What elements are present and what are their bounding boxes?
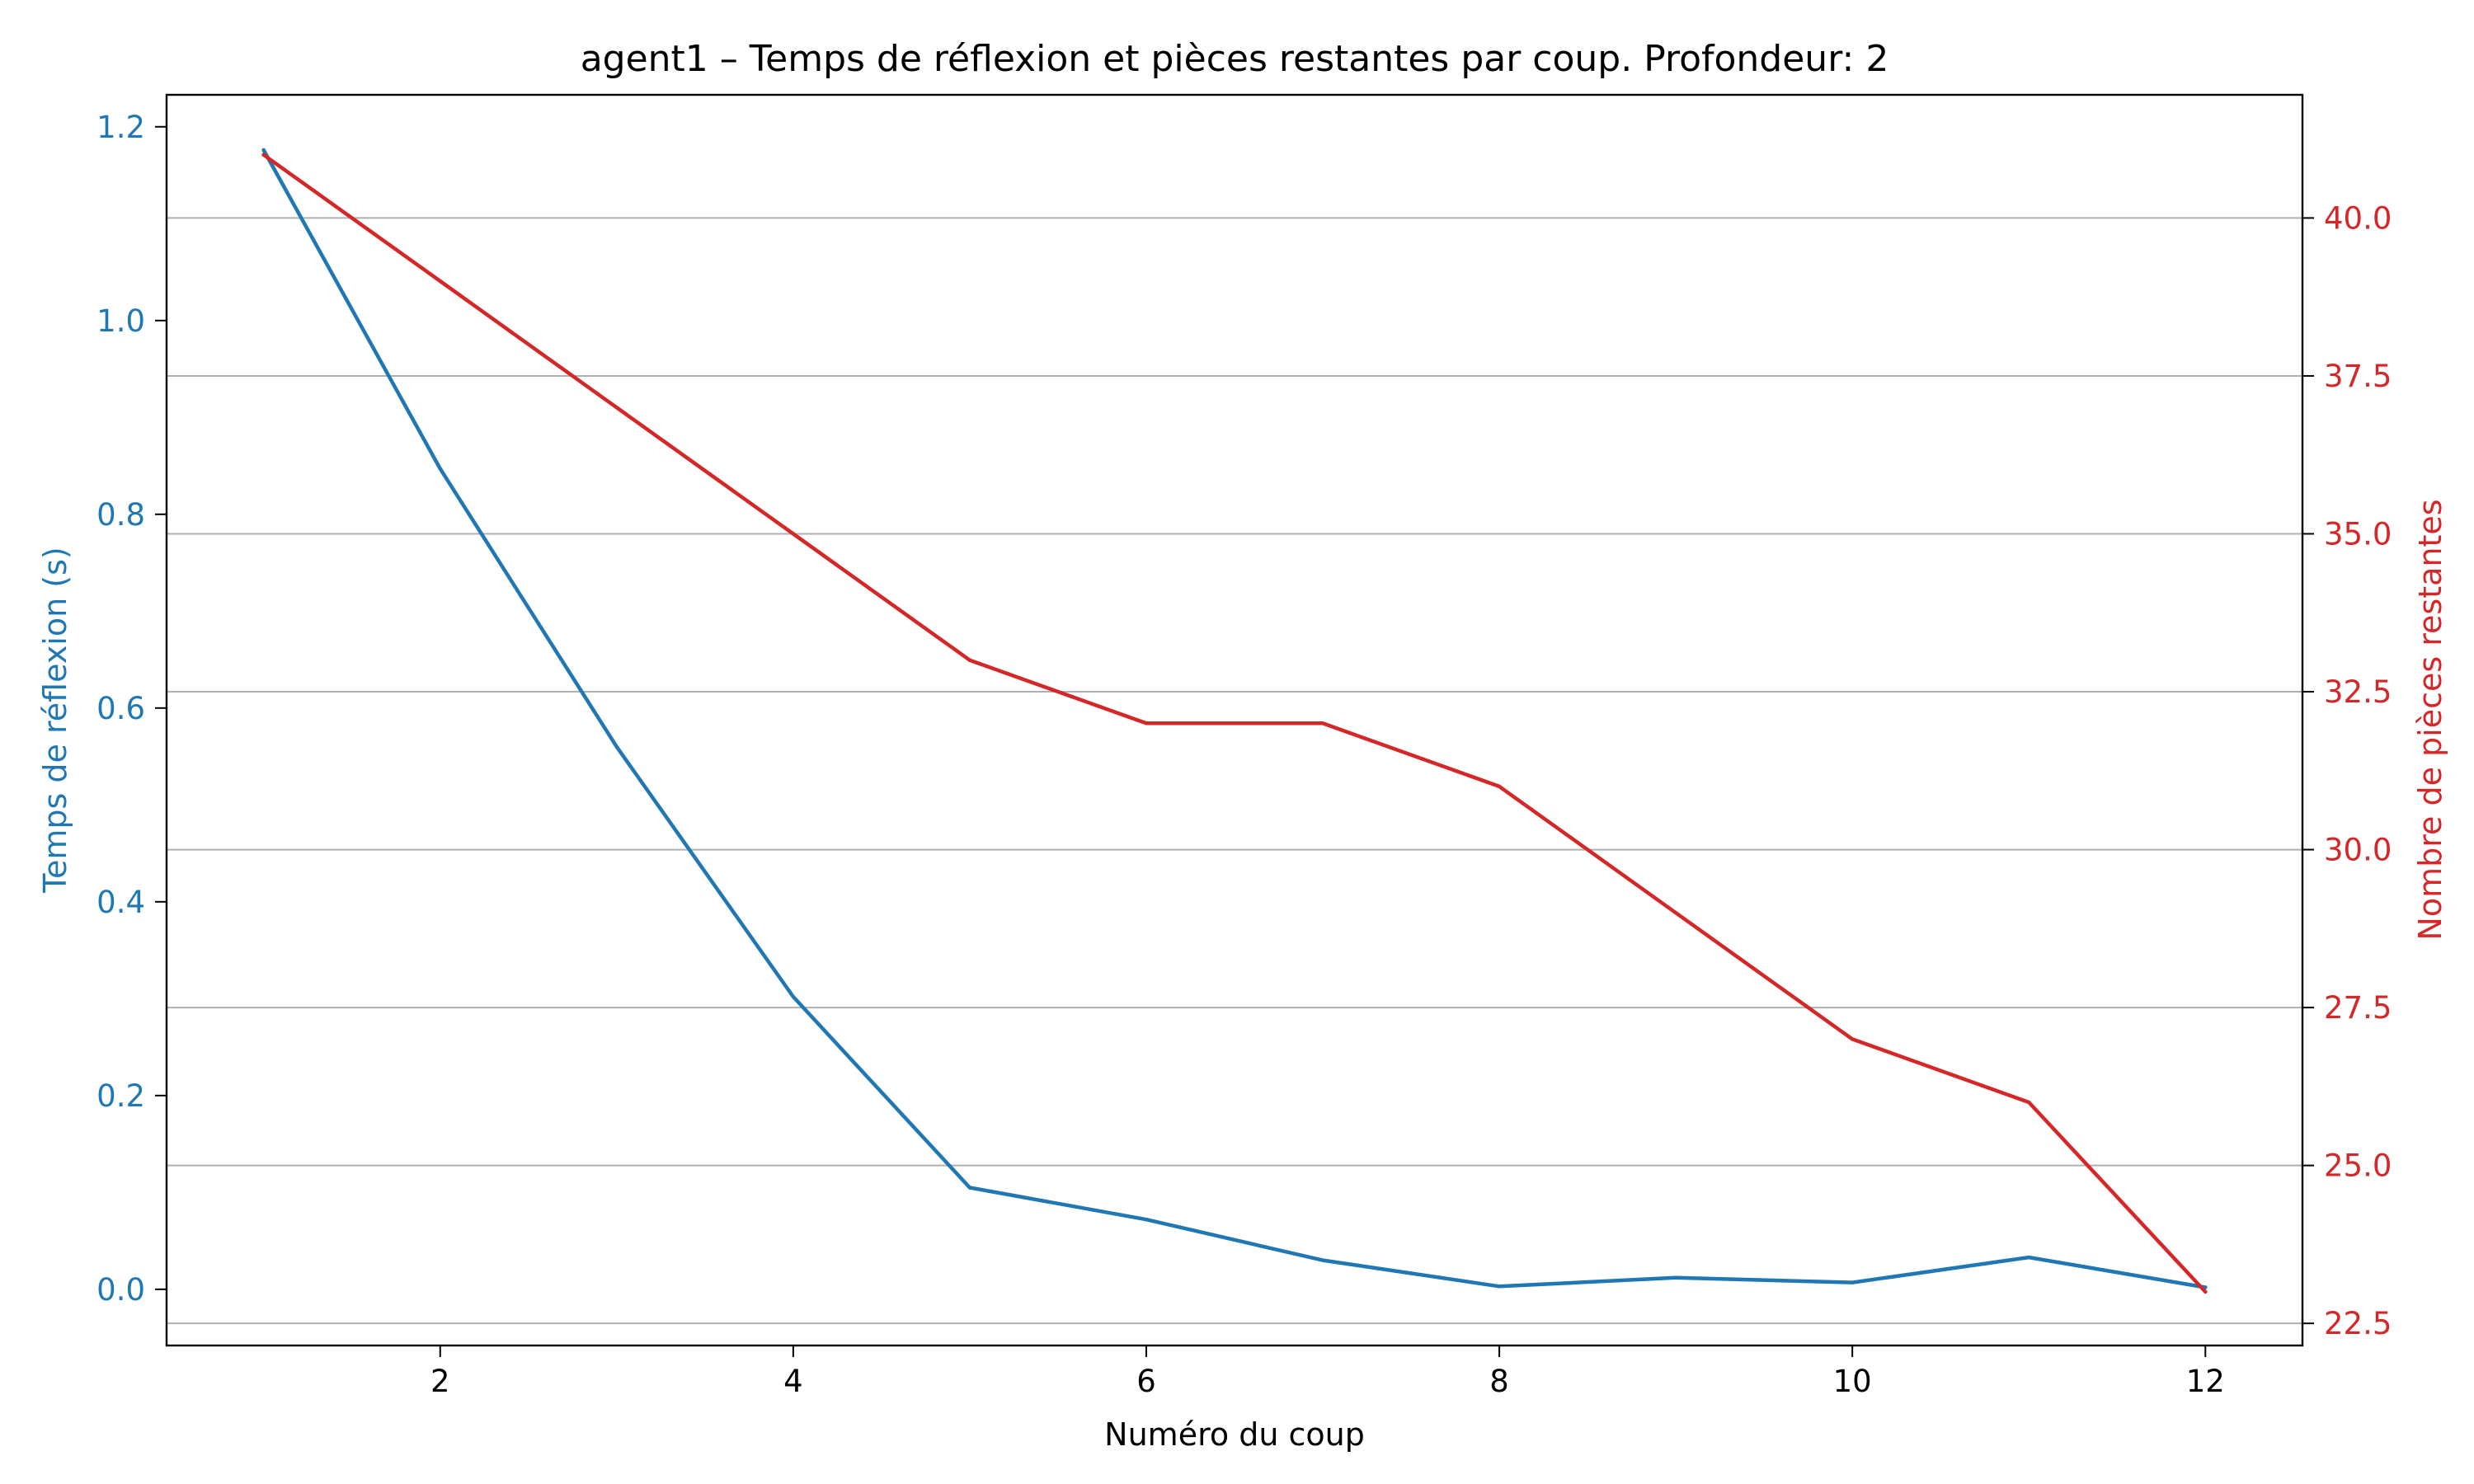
grid-lines — [167, 217, 2302, 1325]
axis-ticks: 2 4 6 8 10 12 0.0 0.2 0.4 0.6 0.8 1.0 1.2 22.5 25.0 27.… — [96, 110, 2392, 1399]
series-1-point-5 — [1144, 721, 1149, 726]
y-left-tick-label-0: 0.0 — [96, 1272, 145, 1308]
series-0-point-0 — [261, 148, 266, 153]
y-axis-right-label: Nombre de pièces restantes — [2412, 499, 2448, 940]
chart-title: agent1 – Temps de réflexion et pièces re… — [581, 38, 1889, 80]
series-0-point-7 — [1497, 1284, 1502, 1289]
plot-frame — [165, 93, 2304, 1347]
series-1-point-9 — [1850, 1037, 1855, 1041]
series-0-point-6 — [1320, 1258, 1325, 1262]
y-left-tick-label-4: 0.8 — [96, 497, 145, 533]
series-0-point-2 — [614, 744, 619, 749]
series-0-point-9 — [1850, 1280, 1855, 1284]
y-right-tick-label-6: 37.5 — [2324, 359, 2392, 394]
x-tick-label-2: 6 — [1136, 1364, 1156, 1399]
series-1-point-0 — [261, 153, 266, 157]
y-right-tick-label-4: 32.5 — [2324, 674, 2392, 710]
series-1-point-4 — [967, 658, 972, 662]
x-tick-label-1: 4 — [783, 1364, 803, 1399]
x-tick-label-4: 10 — [1833, 1364, 1872, 1399]
x-tick-label-3: 8 — [1489, 1364, 1509, 1399]
y-left-tick-label-1: 0.2 — [96, 1078, 145, 1114]
y-left-tick-label-5: 1.0 — [96, 303, 145, 339]
series-1-point-7 — [1497, 784, 1502, 789]
y-right-tick-label-0: 22.5 — [2324, 1306, 2392, 1341]
series-1-point-10 — [2027, 1100, 2031, 1105]
y-left-tick-label-6: 1.2 — [96, 110, 145, 145]
series-1-point-6 — [1320, 721, 1325, 726]
y-right-tick-label-2: 27.5 — [2324, 990, 2392, 1026]
series-0-point-5 — [1144, 1218, 1149, 1222]
series-1-point-2 — [614, 406, 619, 410]
series-0-point-1 — [438, 467, 442, 471]
series-lines — [261, 148, 2208, 1294]
series-1-point-3 — [791, 532, 796, 536]
series-line-temps-reflexion — [261, 148, 2208, 1289]
y-right-tick-label-5: 35.0 — [2324, 516, 2392, 552]
series-1-point-11 — [2204, 1289, 2208, 1294]
x-tick-label-5: 12 — [2186, 1364, 2225, 1399]
series-0-point-8 — [1673, 1275, 1678, 1280]
series-0-point-10 — [2027, 1255, 2031, 1260]
y-right-tick-label-7: 40.0 — [2324, 200, 2392, 236]
series-0-point-3 — [791, 994, 796, 999]
series-0-point-4 — [967, 1186, 972, 1190]
y-left-tick-label-3: 0.6 — [96, 691, 145, 726]
y-left-tick-label-2: 0.4 — [96, 885, 145, 920]
y-axis-left-label: Temps de réflexion (s) — [37, 547, 73, 893]
x-axis-label: Numéro du coup — [1104, 1416, 1365, 1453]
y-right-tick-label-3: 30.0 — [2324, 833, 2392, 868]
series-1-point-1 — [438, 279, 442, 284]
x-tick-label-0: 2 — [430, 1364, 450, 1399]
series-line-pieces-restantes — [261, 153, 2208, 1294]
y-right-tick-label-1: 25.0 — [2324, 1148, 2392, 1184]
series-1-point-8 — [1673, 910, 1678, 915]
